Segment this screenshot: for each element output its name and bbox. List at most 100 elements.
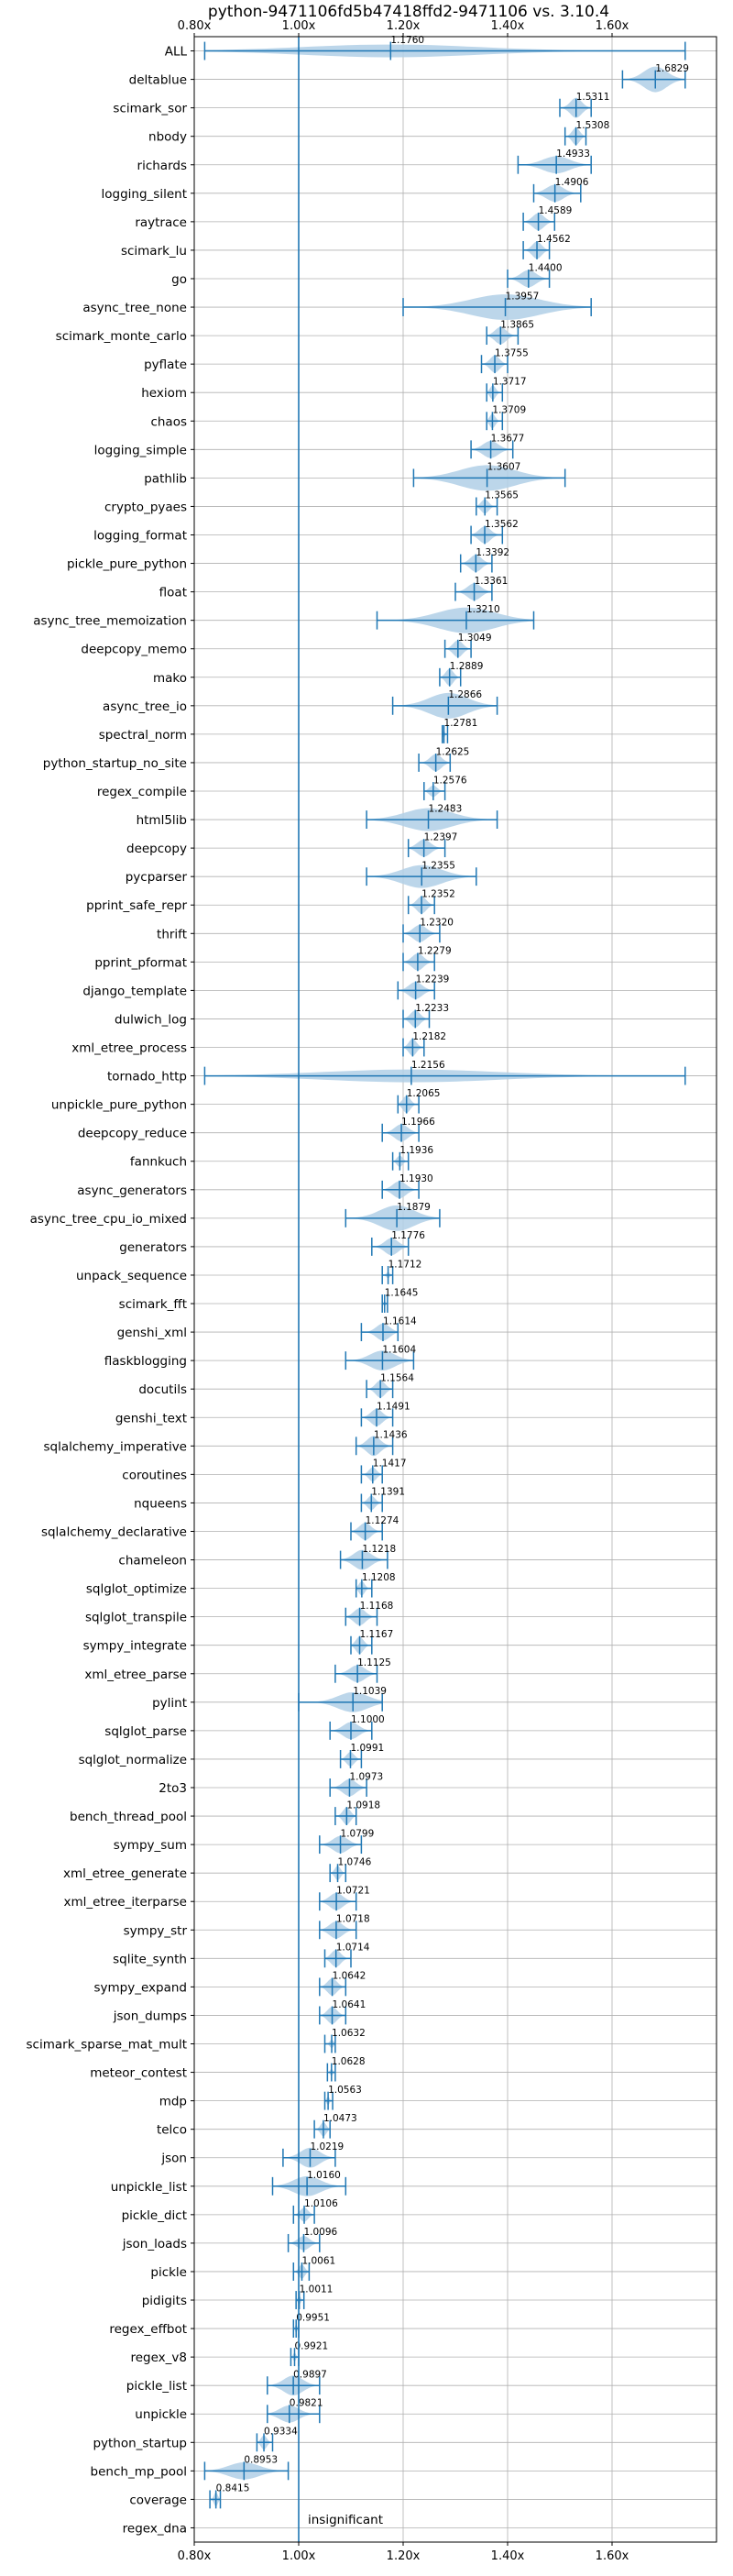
mean-value-label: 1.2866 xyxy=(448,689,482,700)
mean-value-label: 1.2065 xyxy=(407,1088,441,1099)
category-label: mdp xyxy=(159,2095,187,2109)
mean-value-label: 1.1391 xyxy=(371,1487,405,1498)
category-label: scimark_sor xyxy=(113,102,187,116)
category-label: scimark_fft xyxy=(119,1297,187,1312)
mean-value-label: 1.1208 xyxy=(362,1572,396,1583)
mean-value-label: 1.3677 xyxy=(491,434,525,445)
mean-value-label: 0.9334 xyxy=(264,2427,298,2438)
mean-value-label: 1.0918 xyxy=(346,1800,380,1811)
category-label: spectral_norm xyxy=(99,728,187,743)
category-label: chameleon xyxy=(118,1554,187,1569)
mean-value-label: 1.2483 xyxy=(429,803,463,814)
mean-value-label: 1.3717 xyxy=(493,377,527,388)
category-label: xml_etree_parse xyxy=(84,1668,187,1682)
category-label: sympy_integrate xyxy=(83,1639,187,1654)
mean-value-label: 1.1000 xyxy=(351,1714,385,1725)
category-label: 2to3 xyxy=(159,1781,187,1796)
mean-value-label: 1.0473 xyxy=(323,2113,357,2124)
mean-value-label: 1.0011 xyxy=(300,2284,334,2295)
mean-value-label: 1.5308 xyxy=(576,120,610,131)
category-label: scimark_monte_carlo xyxy=(56,329,187,344)
category-label: pycparser xyxy=(126,870,188,885)
category-label: json_dumps xyxy=(113,2009,187,2023)
x-tick-label-bottom: 1.20x xyxy=(387,2549,421,2563)
category-label: xml_etree_iterparse xyxy=(64,1895,188,1910)
mean-value-label: 1.1879 xyxy=(397,1202,431,1213)
mean-value-label: 1.0096 xyxy=(303,2227,337,2238)
category-label: dulwich_log xyxy=(115,1012,187,1027)
category-label: float xyxy=(159,586,187,600)
mean-value-label: 1.2320 xyxy=(420,918,454,929)
mean-value-label: 1.1930 xyxy=(399,1173,433,1184)
category-label: regex_v8 xyxy=(130,2350,187,2365)
mean-value-label: 1.4906 xyxy=(555,177,589,188)
category-label: regex_effbot xyxy=(109,2322,187,2337)
mean-value-label: 1.0641 xyxy=(333,1999,366,2010)
category-label: go xyxy=(171,272,187,287)
mean-value-label: 1.3565 xyxy=(485,490,519,501)
category-label: ALL xyxy=(165,45,188,60)
mean-value-label: 1.3049 xyxy=(458,633,492,644)
category-label: sympy_str xyxy=(124,1923,188,1938)
category-label: sympy_sum xyxy=(114,1838,187,1853)
mean-value-label: 1.6829 xyxy=(655,63,689,74)
x-tick-label-bottom: 0.80x xyxy=(178,2549,212,2563)
mean-value-label: 1.0721 xyxy=(336,1886,370,1897)
category-label: tornado_http xyxy=(107,1070,187,1084)
x-tick-label-top: 1.40x xyxy=(491,19,525,33)
category-label: flaskblogging xyxy=(104,1354,187,1369)
mean-value-label: 1.4562 xyxy=(537,234,571,245)
category-label: sqlglot_normalize xyxy=(79,1753,187,1767)
category-label: html5lib xyxy=(137,813,187,828)
mean-value-label: 1.1218 xyxy=(362,1544,396,1555)
category-label: pickle xyxy=(150,2265,187,2280)
category-label: unpickle xyxy=(135,2407,187,2422)
category-label: bench_mp_pool xyxy=(91,2464,187,2479)
category-label: sqlalchemy_declarative xyxy=(41,1525,187,1539)
category-label: python_startup xyxy=(93,2436,187,2450)
mean-value-label: 1.1167 xyxy=(360,1629,394,1640)
mean-value-label: 1.2355 xyxy=(421,860,455,871)
category-label: crypto_pyaes xyxy=(104,500,187,514)
mean-value-label: 1.3709 xyxy=(492,405,526,416)
mean-value-label: 1.2781 xyxy=(444,718,478,729)
category-label: generators xyxy=(119,1240,187,1255)
mean-value-label: 1.2352 xyxy=(421,889,455,900)
category-label: pyflate xyxy=(144,358,187,372)
category-label: hexiom xyxy=(141,386,187,401)
mean-value-label: 0.9921 xyxy=(294,2340,328,2351)
mean-value-label: 1.0160 xyxy=(307,2170,341,2181)
mean-value-label: 1.0106 xyxy=(304,2198,338,2209)
category-label: scimark_lu xyxy=(121,244,187,259)
category-label: sqlalchemy_imperative xyxy=(44,1439,188,1454)
mean-value-label: 1.1125 xyxy=(357,1657,391,1668)
mean-value-label: 1.4400 xyxy=(529,262,563,273)
mean-value-label: 1.1760 xyxy=(390,35,424,46)
mean-value-label: 1.1168 xyxy=(360,1601,394,1612)
labels: 0.80x 0.80x 1.00x 1.00x 1.20x 1.20x 1.40x 1.40x… xyxy=(27,19,689,2563)
mean-value-label: 1.1614 xyxy=(383,1316,417,1327)
category-label: mako xyxy=(153,671,187,686)
mean-value-label: 1.0628 xyxy=(332,2056,366,2067)
mean-value-label: 1.0718 xyxy=(336,1914,370,1925)
mean-value-label: 1.2889 xyxy=(450,661,484,672)
mean-value-label: 0.9897 xyxy=(293,2369,327,2380)
category-label: coroutines xyxy=(122,1468,187,1482)
mean-value-label: 1.0563 xyxy=(328,2085,362,2096)
category-label: genshi_text xyxy=(115,1411,187,1426)
category-label: meteor_contest xyxy=(90,2066,187,2081)
mean-value-label: 1.0973 xyxy=(349,1771,383,1782)
category-label: async_tree_cpu_io_mixed xyxy=(30,1212,187,1227)
x-tick-label-top: 1.60x xyxy=(596,19,629,33)
category-label: sympy_expand xyxy=(93,1980,187,1995)
mean-value-label: 1.2182 xyxy=(412,1031,446,1042)
mean-value-label: 1.1645 xyxy=(385,1287,419,1298)
category-label: sqlglot_transpile xyxy=(85,1611,187,1625)
category-label: logging_simple xyxy=(94,443,187,457)
mean-value-label: 1.0632 xyxy=(332,2028,366,2039)
mean-value-label: 1.1564 xyxy=(380,1373,414,1384)
mean-value-label: 1.0714 xyxy=(336,1943,370,1954)
mean-value-label: 1.2239 xyxy=(416,974,450,985)
mean-value-label: 1.2156 xyxy=(411,1060,445,1071)
